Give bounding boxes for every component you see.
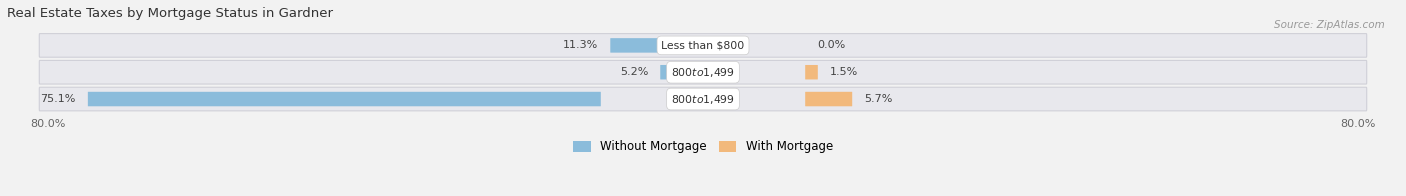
Text: Real Estate Taxes by Mortgage Status in Gardner: Real Estate Taxes by Mortgage Status in … (7, 7, 333, 20)
Text: 11.3%: 11.3% (562, 40, 598, 50)
Text: 5.7%: 5.7% (865, 94, 893, 104)
FancyBboxPatch shape (39, 87, 1367, 111)
Text: Source: ZipAtlas.com: Source: ZipAtlas.com (1274, 20, 1385, 30)
FancyBboxPatch shape (610, 38, 685, 53)
FancyBboxPatch shape (806, 92, 852, 106)
Text: $800 to $1,499: $800 to $1,499 (671, 66, 735, 79)
FancyBboxPatch shape (806, 65, 818, 79)
Text: Less than $800: Less than $800 (661, 40, 745, 50)
Legend: Without Mortgage, With Mortgage: Without Mortgage, With Mortgage (568, 136, 838, 158)
Text: $800 to $1,499: $800 to $1,499 (671, 93, 735, 105)
FancyBboxPatch shape (39, 34, 1367, 57)
Text: 0.0%: 0.0% (818, 40, 846, 50)
FancyBboxPatch shape (87, 92, 600, 106)
Text: 5.2%: 5.2% (620, 67, 648, 77)
Text: 75.1%: 75.1% (41, 94, 76, 104)
FancyBboxPatch shape (39, 60, 1367, 84)
FancyBboxPatch shape (661, 65, 695, 79)
Text: 1.5%: 1.5% (830, 67, 858, 77)
